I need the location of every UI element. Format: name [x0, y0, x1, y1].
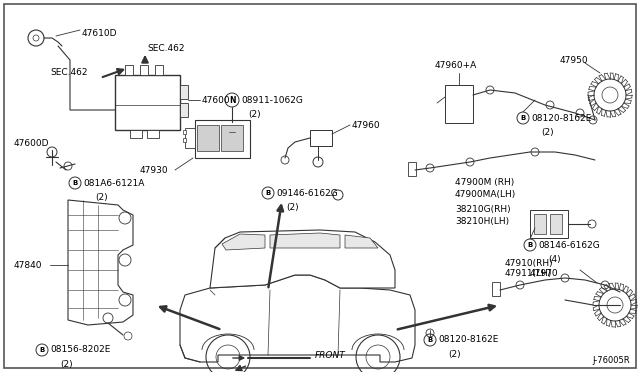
Polygon shape [68, 200, 133, 325]
Text: 08146-6162G: 08146-6162G [538, 241, 600, 250]
Text: (2): (2) [448, 350, 461, 359]
Polygon shape [345, 235, 378, 248]
Bar [534, 214, 546, 234]
Text: 47950: 47950 [560, 55, 589, 64]
Text: (4): (4) [548, 255, 561, 264]
Text: 47610D: 47610D [82, 29, 118, 38]
Bar [115, 75, 180, 130]
Text: 47911(LH): 47911(LH) [505, 269, 552, 278]
Bar [155, 65, 163, 75]
Polygon shape [180, 275, 415, 362]
Text: (2): (2) [286, 203, 299, 212]
Text: (2): (2) [60, 360, 72, 369]
Text: (2): (2) [248, 110, 260, 119]
Text: B: B [266, 190, 271, 196]
Bar [147, 130, 159, 138]
Bar [221, 125, 243, 151]
Bar [140, 65, 148, 75]
Bar [550, 214, 562, 234]
Text: 08120-8162E: 08120-8162E [531, 113, 591, 122]
Text: N: N [228, 96, 236, 105]
Bar [185, 128, 195, 148]
Text: 08156-8202E: 08156-8202E [50, 346, 110, 355]
Bar [445, 85, 473, 123]
Text: (2): (2) [541, 128, 554, 137]
Polygon shape [270, 233, 340, 248]
Bar [183, 138, 186, 142]
Bar [492, 282, 500, 296]
Bar [130, 130, 142, 138]
Text: B: B [428, 337, 433, 343]
Text: B: B [40, 347, 45, 353]
Text: 47900MA(LH): 47900MA(LH) [455, 190, 516, 199]
Text: 08120-8162E: 08120-8162E [438, 336, 499, 344]
Text: 47930: 47930 [140, 166, 168, 174]
Text: 47970: 47970 [530, 269, 559, 278]
Bar [310, 130, 332, 146]
Text: 38210H(LH): 38210H(LH) [455, 217, 509, 226]
Text: FRONT: FRONT [315, 350, 346, 359]
Text: 47910(RH): 47910(RH) [505, 259, 554, 268]
Text: J-76005R: J-76005R [593, 356, 630, 365]
Text: 08911-1062G: 08911-1062G [241, 96, 303, 105]
Text: B: B [520, 115, 525, 121]
Polygon shape [222, 234, 265, 250]
Text: 47840: 47840 [14, 260, 42, 269]
Text: SEC.462: SEC.462 [147, 44, 184, 52]
Text: SEC.462: SEC.462 [50, 67, 88, 77]
Bar [180, 103, 188, 117]
Text: 47960+A: 47960+A [435, 61, 477, 70]
Bar [530, 210, 568, 238]
Bar [125, 65, 133, 75]
Text: 47960: 47960 [352, 121, 381, 129]
Polygon shape [210, 230, 395, 288]
Text: 47600: 47600 [202, 96, 230, 105]
Text: 47900M (RH): 47900M (RH) [455, 178, 515, 187]
Bar [195, 120, 250, 158]
Text: 47600D: 47600D [14, 138, 49, 148]
Text: 081A6-6121A: 081A6-6121A [83, 179, 145, 187]
Bar [408, 162, 416, 176]
Text: B: B [527, 242, 532, 248]
Bar [197, 125, 219, 151]
Text: B: B [72, 180, 77, 186]
Text: 38210G(RH): 38210G(RH) [455, 205, 511, 214]
Bar [180, 85, 188, 99]
Text: (2): (2) [95, 193, 108, 202]
Text: 09146-6162G: 09146-6162G [276, 189, 338, 198]
Bar [183, 130, 186, 134]
